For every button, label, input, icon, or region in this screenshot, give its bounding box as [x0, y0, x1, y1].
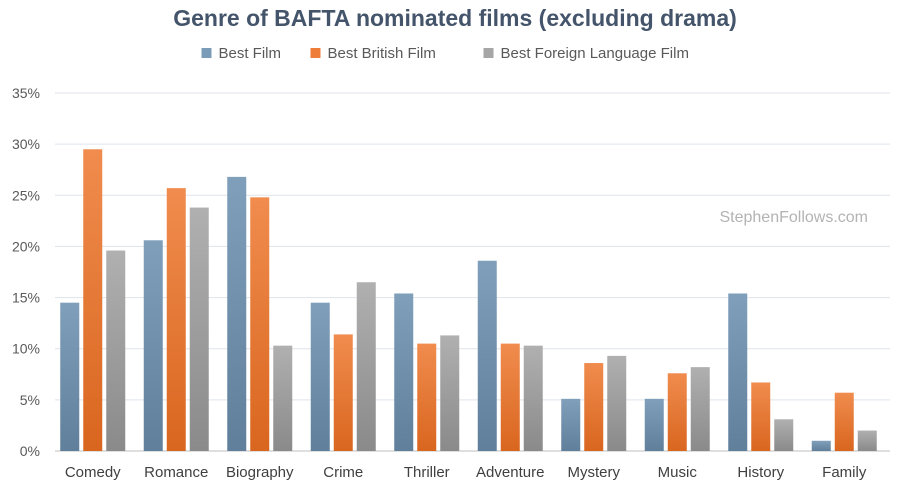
x-category-label: Mystery: [568, 464, 621, 481]
x-category-label: Music: [658, 464, 698, 481]
x-axis-labels: Comedy Romance Biography Crime Thriller Adven…: [65, 464, 867, 481]
bar-best-film-history: [728, 293, 748, 451]
bar-best-foreign-language-film-biography: [273, 345, 293, 451]
x-category-label: History: [737, 464, 784, 481]
y-tick-label: 5%: [20, 392, 40, 408]
y-tick-label: 35%: [12, 85, 40, 101]
y-tick-label: 25%: [12, 187, 40, 203]
x-category-label: Romance: [144, 464, 208, 481]
bar-best-foreign-language-film-adventure: [523, 345, 543, 451]
y-tick-label: 20%: [12, 238, 40, 254]
bar-best-film-mystery: [561, 398, 581, 451]
bar-best-british-film-thriller: [417, 343, 437, 451]
x-category-label: Thriller: [404, 464, 450, 481]
x-category-label: Comedy: [65, 464, 121, 481]
bar-best-foreign-language-film-romance: [189, 207, 209, 451]
legend-label: Best Film: [219, 45, 282, 62]
bar-best-foreign-language-film-crime: [356, 282, 376, 451]
bar-best-british-film-history: [751, 382, 771, 451]
bar-best-foreign-language-film-music: [690, 367, 710, 451]
bar-best-british-film-adventure: [500, 343, 520, 451]
bar-best-film-biography: [227, 176, 247, 452]
chart-title: Genre of BAFTA nominated films (excludin…: [173, 5, 737, 31]
bar-best-film-crime: [310, 302, 330, 451]
bar-best-british-film-mystery: [584, 363, 604, 451]
x-category-label: Biography: [226, 464, 294, 481]
bar-best-film-thriller: [394, 293, 414, 451]
bar-best-foreign-language-film-comedy: [106, 250, 126, 451]
legend-swatch: [310, 48, 321, 58]
bars: [60, 149, 877, 452]
legend: Best Film Best British Film Best Foreign L…: [201, 45, 689, 62]
bar-best-film-adventure: [477, 260, 497, 451]
legend-swatch: [483, 48, 494, 58]
y-tick-label: 10%: [12, 341, 40, 357]
x-category-label: Family: [822, 464, 867, 481]
legend-label: Best British Film: [328, 45, 436, 62]
bar-best-british-film-music: [667, 373, 687, 451]
bar-best-foreign-language-film-mystery: [607, 355, 627, 451]
bar-best-film-comedy: [60, 302, 80, 451]
watermark: StephenFollows.com: [719, 209, 868, 226]
bar-best-film-romance: [143, 240, 163, 451]
legend-swatch: [201, 48, 212, 58]
y-tick-label: 30%: [12, 136, 40, 152]
bar-best-british-film-crime: [333, 334, 353, 451]
bar-best-british-film-romance: [166, 188, 186, 451]
y-tick-label: 0%: [20, 443, 40, 459]
y-axis-ticks: 0% 5% 10% 15% 20% 25% 30% 35%: [12, 85, 40, 459]
bar-best-british-film-family: [834, 392, 854, 451]
x-category-label: Crime: [323, 464, 363, 481]
bar-best-foreign-language-film-history: [774, 419, 794, 451]
bar-best-foreign-language-film-family: [857, 430, 877, 451]
y-tick-label: 15%: [12, 290, 40, 306]
bar-best-film-music: [644, 398, 664, 451]
legend-label: Best Foreign Language Film: [501, 45, 689, 62]
bar-best-foreign-language-film-thriller: [440, 335, 460, 451]
bar-best-british-film-biography: [250, 197, 270, 451]
bar-best-film-family: [811, 440, 831, 451]
x-category-label: Adventure: [476, 464, 544, 481]
bar-best-british-film-comedy: [83, 149, 103, 451]
